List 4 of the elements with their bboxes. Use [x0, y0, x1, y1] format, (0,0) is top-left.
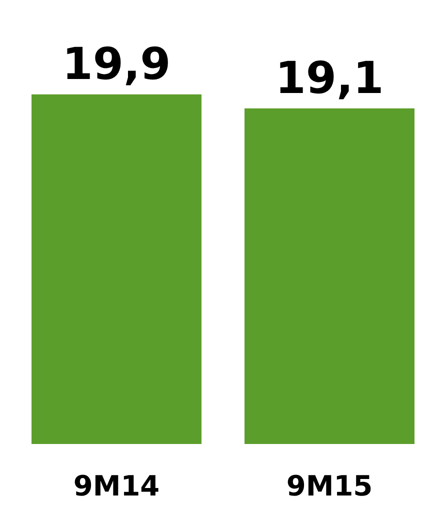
- x-tick-label: 9M15: [286, 470, 373, 502]
- data-label: 19,9: [62, 38, 171, 90]
- data-label: 19,1: [275, 52, 384, 104]
- x-tick-label: 9M14: [73, 470, 160, 502]
